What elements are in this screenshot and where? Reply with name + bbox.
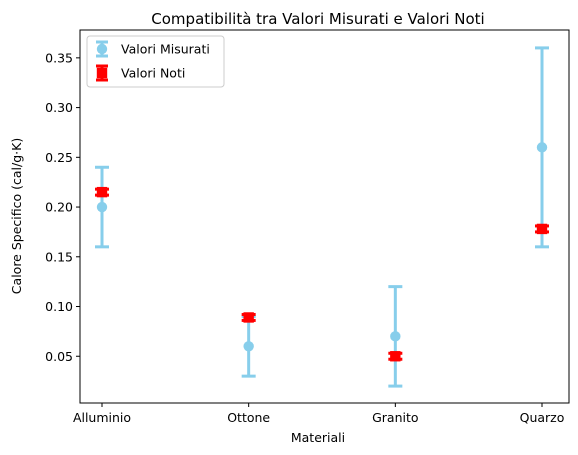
y-tick-label: 0.15 [45, 249, 73, 264]
y-axis: 0.05 0.10 0.15 0.20 0.25 0.30 0.35 [45, 50, 80, 364]
y-tick-label: 0.20 [45, 200, 73, 215]
y-tick-label: 0.35 [45, 50, 73, 65]
y-tick-label: 0.25 [45, 150, 73, 165]
legend: Valori Misurati Valori Noti [86, 35, 225, 88]
x-axis-label: Materiali [291, 430, 345, 445]
data-point-measured [390, 331, 401, 342]
data-point-known [96, 186, 108, 198]
data-point-measured [96, 201, 108, 213]
y-tick-label: 0.05 [45, 349, 73, 364]
data-point-known [536, 223, 548, 235]
legend-marker-measured [96, 43, 108, 55]
legend-label: Valori Misurati [121, 42, 210, 57]
y-tick-label: 0.10 [45, 299, 73, 314]
x-tick-label: Alluminio [73, 410, 131, 425]
legend-box [86, 35, 225, 88]
plot-area [95, 46, 549, 388]
x-tick-label: Ottone [227, 410, 270, 425]
data-point-known [243, 312, 254, 323]
y-axis-label: Calore Specifico (cal/g·K) [9, 138, 24, 294]
plot-frame [79, 29, 570, 404]
x-tick-label: Granito [372, 410, 418, 425]
data-point-measured [536, 142, 548, 153]
legend-marker-known [96, 67, 108, 79]
chart-title: Compatibilità tra Valori Misurati e Valo… [151, 10, 484, 28]
data-point-known [390, 351, 401, 362]
y-tick-label: 0.30 [45, 100, 73, 115]
x-axis: Alluminio Ottone Granito Quarzo [73, 403, 564, 425]
legend-label: Valori Noti [121, 66, 185, 81]
data-point-measured [243, 341, 254, 352]
x-tick-label: Quarzo [520, 410, 565, 425]
